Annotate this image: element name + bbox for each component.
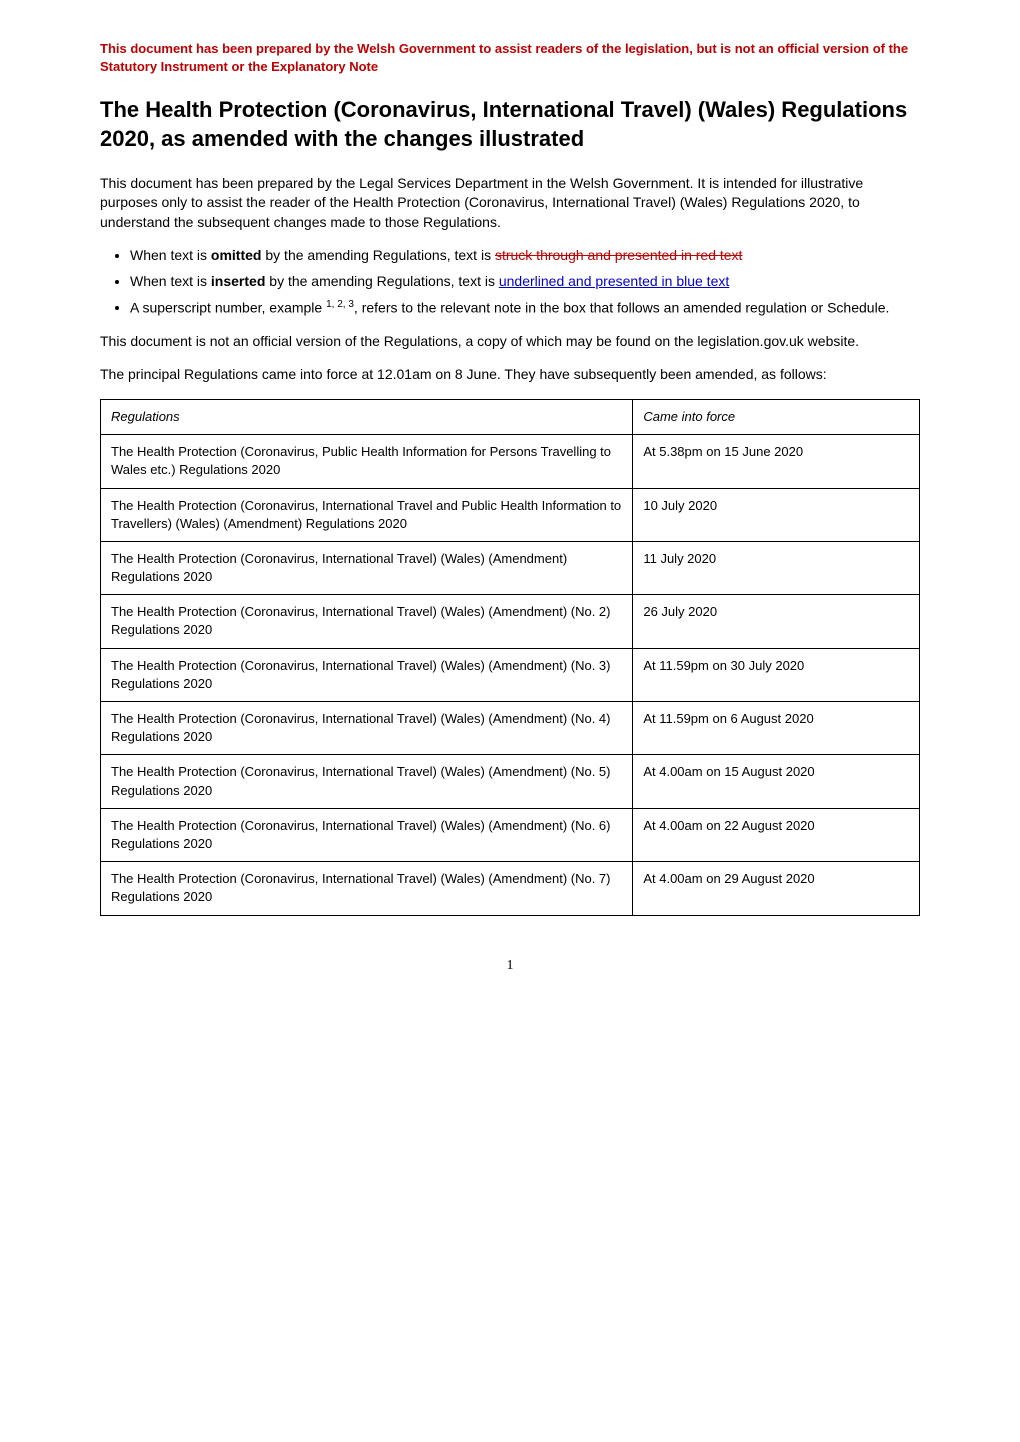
bullet-inserted: When text is inserted by the amending Re… (130, 272, 920, 292)
table-cell-reg: The Health Protection (Coronavirus, Inte… (101, 702, 633, 755)
bullet-text: When text is (130, 273, 211, 289)
table-cell-reg: The Health Protection (Coronavirus, Inte… (101, 595, 633, 648)
bullet-list: When text is omitted by the amending Reg… (100, 246, 920, 317)
table-row: The Health Protection (Coronavirus, Inte… (101, 595, 920, 648)
underline-example: underlined and presented in blue text (499, 273, 729, 289)
table-cell-reg: The Health Protection (Coronavirus, Inte… (101, 755, 633, 808)
table-header-row: Regulations Came into force (101, 399, 920, 434)
table-cell-reg: The Health Protection (Coronavirus, Inte… (101, 648, 633, 701)
amendments-table: Regulations Came into force The Health P… (100, 399, 920, 916)
superscript-example: 1, 2, 3 (326, 299, 354, 310)
table-cell-date: At 11.59pm on 30 July 2020 (633, 648, 920, 701)
bullet-superscript: A superscript number, example 1, 2, 3, r… (130, 298, 920, 318)
table-row: The Health Protection (Coronavirus, Inte… (101, 488, 920, 541)
table-cell-reg: The Health Protection (Coronavirus, Publ… (101, 435, 633, 488)
table-cell-date: At 4.00am on 22 August 2020 (633, 808, 920, 861)
table-row: The Health Protection (Coronavirus, Inte… (101, 702, 920, 755)
bullet-bold: omitted (211, 247, 262, 263)
header-text: Regulations (111, 409, 180, 424)
table-row: The Health Protection (Coronavirus, Publ… (101, 435, 920, 488)
bullet-bold: inserted (211, 273, 265, 289)
table-cell-date: At 11.59pm on 6 August 2020 (633, 702, 920, 755)
official-note: This document is not an official version… (100, 332, 920, 352)
intro-paragraph: This document has been prepared by the L… (100, 174, 920, 233)
table-cell-reg: The Health Protection (Coronavirus, Inte… (101, 808, 633, 861)
table-cell-date: 26 July 2020 (633, 595, 920, 648)
header-text: Came into force (643, 409, 735, 424)
bullet-text: by the amending Regulations, text is (261, 247, 494, 263)
table-cell-reg: The Health Protection (Coronavirus, Inte… (101, 488, 633, 541)
table-row: The Health Protection (Coronavirus, Inte… (101, 648, 920, 701)
table-cell-date: 10 July 2020 (633, 488, 920, 541)
table-cell-date: 11 July 2020 (633, 541, 920, 594)
amendments-intro: The principal Regulations came into forc… (100, 365, 920, 385)
bullet-text: A superscript number, example (130, 299, 326, 315)
table-row: The Health Protection (Coronavirus, Inte… (101, 862, 920, 915)
table-cell-reg: The Health Protection (Coronavirus, Inte… (101, 541, 633, 594)
bullet-text: by the amending Regulations, text is (265, 273, 498, 289)
bullet-omitted: When text is omitted by the amending Reg… (130, 246, 920, 266)
table-row: The Health Protection (Coronavirus, Inte… (101, 541, 920, 594)
table-row: The Health Protection (Coronavirus, Inte… (101, 808, 920, 861)
strike-example: struck through and presented in red text (495, 247, 742, 263)
table-cell-reg: The Health Protection (Coronavirus, Inte… (101, 862, 633, 915)
bullet-text: , refers to the relevant note in the box… (354, 299, 889, 315)
page-number: 1 (100, 956, 920, 976)
table-header-regulations: Regulations (101, 399, 633, 434)
page-title: The Health Protection (Coronavirus, Inte… (100, 96, 920, 153)
table-cell-date: At 4.00am on 15 August 2020 (633, 755, 920, 808)
table-row: The Health Protection (Coronavirus, Inte… (101, 755, 920, 808)
table-cell-date: At 5.38pm on 15 June 2020 (633, 435, 920, 488)
bullet-text: When text is (130, 247, 211, 263)
table-header-date: Came into force (633, 399, 920, 434)
header-note: This document has been prepared by the W… (100, 40, 920, 76)
table-cell-date: At 4.00am on 29 August 2020 (633, 862, 920, 915)
